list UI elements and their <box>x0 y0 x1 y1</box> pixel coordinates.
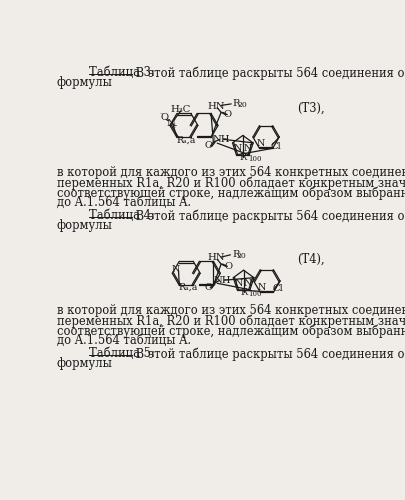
Text: O: O <box>224 262 232 271</box>
Text: в которой для каждого из этих 564 конкретных соединений каждая из: в которой для каждого из этих 564 конкре… <box>57 166 405 179</box>
Text: R: R <box>233 98 240 108</box>
Text: N: N <box>257 282 266 292</box>
Text: HN: HN <box>207 252 224 262</box>
Text: В этой таблице раскрыты 564 соединения от T3.1.1 до T3.1.564: В этой таблице раскрыты 564 соединения о… <box>132 66 405 80</box>
Text: Таблица 3:: Таблица 3: <box>90 66 155 79</box>
Text: Rₐ,a: Rₐ,a <box>177 136 196 144</box>
Text: 20: 20 <box>237 100 247 108</box>
Text: Таблица 4:: Таблица 4: <box>90 210 155 222</box>
Text: до A.1.564 таблицы A.: до A.1.564 таблицы A. <box>57 334 191 347</box>
Text: формулы: формулы <box>57 76 113 89</box>
Text: В этой таблице раскрыты 564 соединения от T4.1.1 до T4.1.564: В этой таблице раскрыты 564 соединения о… <box>132 210 405 223</box>
Text: В этой таблице раскрыты 564 соединения от T5.1.1 до T5.1.564: В этой таблице раскрыты 564 соединения о… <box>132 347 405 360</box>
Text: Таблица 5:: Таблица 5: <box>90 347 155 360</box>
Text: до A.1.564 таблицы A.: до A.1.564 таблицы A. <box>57 196 191 209</box>
Text: N: N <box>166 118 175 128</box>
Text: (T3),: (T3), <box>297 102 325 115</box>
Text: NH: NH <box>213 276 231 284</box>
Text: Rₐ,a: Rₐ,a <box>179 282 198 292</box>
Text: Cl: Cl <box>272 284 283 293</box>
Text: формулы: формулы <box>57 357 113 370</box>
Text: N: N <box>244 279 252 288</box>
Text: Cl: Cl <box>271 142 281 150</box>
Text: H₃C: H₃C <box>171 105 191 114</box>
Text: переменных R1a, R20 и R100 обладает конкретным значением, приведенным в: переменных R1a, R20 и R100 обладает конк… <box>57 314 405 328</box>
Text: 100: 100 <box>248 156 262 164</box>
Text: формулы: формулы <box>57 220 113 232</box>
Text: R: R <box>240 288 247 297</box>
Text: NH: NH <box>212 135 230 144</box>
Text: R: R <box>239 154 246 162</box>
Text: N: N <box>235 279 243 288</box>
Text: ⁻: ⁻ <box>160 112 164 120</box>
Text: HN: HN <box>207 102 224 110</box>
Text: соответствующей строке, надлежащим образом выбранной из 564 строк от A.1.1: соответствующей строке, надлежащим образ… <box>57 324 405 338</box>
Text: (T4),: (T4), <box>297 253 325 266</box>
Text: O: O <box>160 114 168 122</box>
Text: N: N <box>243 144 252 153</box>
Text: соответствующей строке, надлежащим образом выбранной из 564 строк от A.1.1: соответствующей строке, надлежащим образ… <box>57 186 405 200</box>
Text: N: N <box>256 138 265 147</box>
Text: N: N <box>172 265 180 274</box>
Text: N: N <box>234 144 242 153</box>
Text: O: O <box>205 284 213 292</box>
Text: O: O <box>223 110 231 119</box>
Text: в которой для каждого из этих 564 конкретных соединений каждая из: в которой для каждого из этих 564 конкре… <box>57 304 405 317</box>
Text: 20: 20 <box>237 252 246 260</box>
Text: 100: 100 <box>248 290 262 298</box>
Text: переменных R1a, R20 и R100 обладает конкретным значением, приведенным в: переменных R1a, R20 и R100 обладает конк… <box>57 176 405 190</box>
Text: O: O <box>205 141 213 150</box>
Text: +: + <box>171 122 177 130</box>
Text: R: R <box>232 250 239 258</box>
